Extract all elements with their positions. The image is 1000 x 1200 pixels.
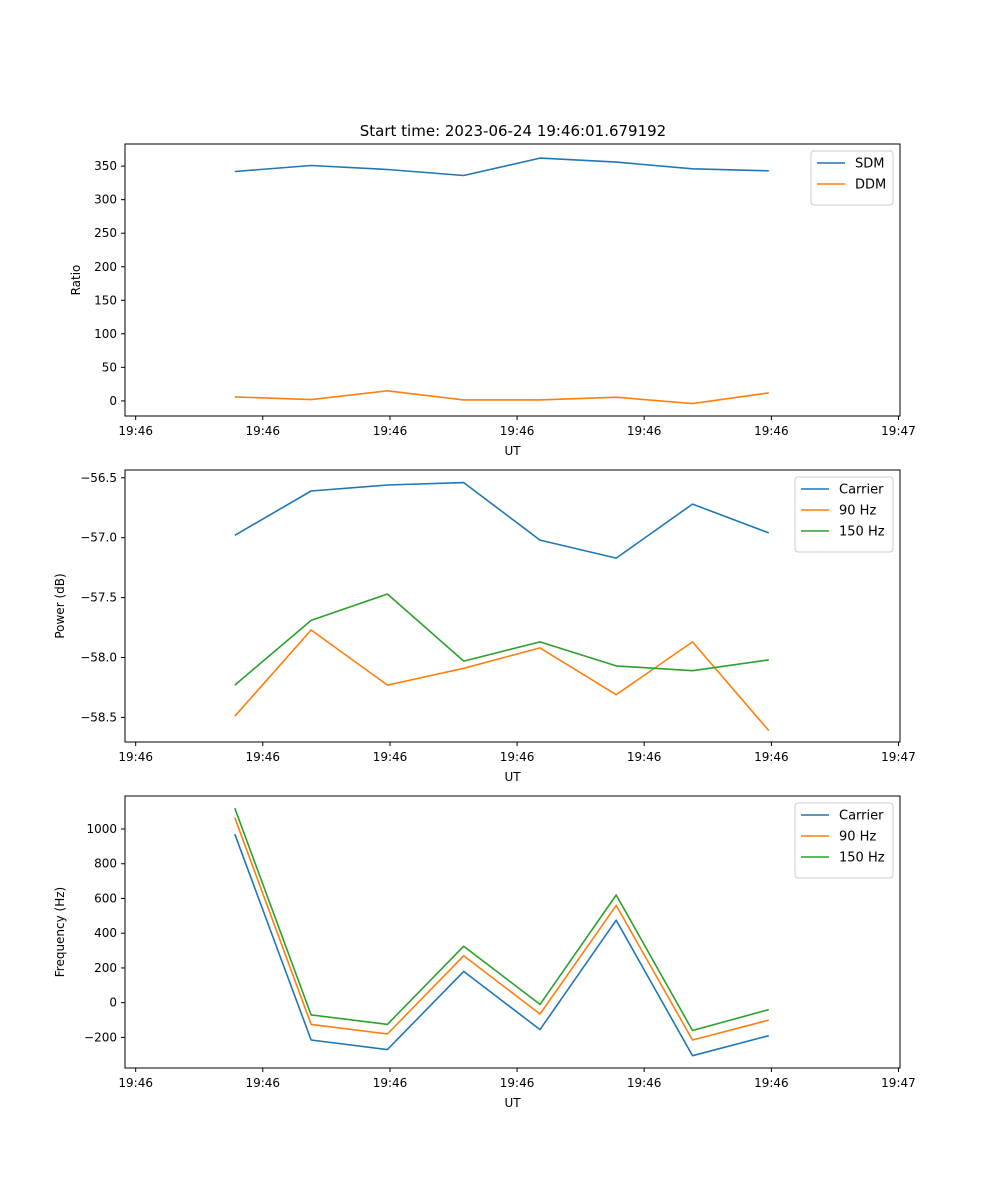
x-tick-label: 19:46 bbox=[373, 1076, 408, 1090]
y-tick-label: −58.5 bbox=[80, 710, 117, 724]
x-tick-label: 19:46 bbox=[500, 750, 535, 764]
legend-frame bbox=[794, 802, 894, 879]
series-line-ddm bbox=[234, 389, 769, 405]
series-line-carrier bbox=[234, 833, 770, 1057]
axes-frame bbox=[124, 795, 901, 1069]
x-axis-label: UT bbox=[504, 770, 521, 784]
legend-frame bbox=[810, 150, 894, 206]
x-tick-label: 19:46 bbox=[500, 424, 535, 438]
legend-frame bbox=[794, 476, 894, 553]
legend-label: Carrier bbox=[839, 809, 884, 824]
x-tick-label: 19:46 bbox=[627, 424, 662, 438]
y-tick-label: 300 bbox=[94, 193, 117, 207]
y-tick-label: −56.5 bbox=[80, 471, 117, 485]
y-tick-label: −57.0 bbox=[80, 531, 117, 545]
x-tick-label: 19:46 bbox=[245, 750, 280, 764]
x-tick-label: 19:47 bbox=[881, 424, 916, 438]
legend: Carrier 90 Hz 150 Hz bbox=[794, 476, 894, 553]
figure-title: Start time: 2023-06-24 19:46:01.679192 bbox=[360, 122, 666, 140]
y-axis-label: Ratio bbox=[69, 265, 83, 296]
legend-label: DDM bbox=[855, 178, 886, 193]
y-tick-label: 50 bbox=[102, 360, 117, 374]
x-tick-label: 19:46 bbox=[118, 750, 153, 764]
y-tick-label: 400 bbox=[94, 926, 117, 940]
y-tick-label: −200 bbox=[84, 1030, 117, 1044]
y-tick-label: −58.0 bbox=[80, 651, 117, 665]
x-tick-label: 19:46 bbox=[754, 1076, 789, 1090]
y-tick-label: 0 bbox=[109, 394, 117, 408]
y-tick-label: −57.5 bbox=[80, 591, 117, 605]
y-axis-label: Frequency (Hz) bbox=[53, 887, 67, 978]
x-tick-label: 19:46 bbox=[373, 750, 408, 764]
x-tick-label: 19:46 bbox=[627, 1076, 662, 1090]
legend-label: 150 Hz bbox=[839, 525, 885, 540]
legend: SDM DDM bbox=[810, 150, 894, 206]
series-line-150-hz bbox=[234, 593, 769, 686]
axes-frame bbox=[124, 143, 901, 417]
y-tick-label: 100 bbox=[94, 327, 117, 341]
series-line-90-hz bbox=[234, 817, 770, 1041]
y-axis-label: Power (dB) bbox=[53, 573, 67, 638]
y-tick-label: 200 bbox=[94, 260, 117, 274]
legend-label: Carrier bbox=[839, 483, 884, 498]
x-tick-label: 19:46 bbox=[245, 1076, 280, 1090]
chart-panel-1: 19:46 19:46 19:46 19:46 19:46 19:46 19:47 0 50 10… bbox=[69, 143, 916, 458]
x-tick-label: 19:46 bbox=[118, 424, 153, 438]
x-tick-label: 19:46 bbox=[627, 750, 662, 764]
y-tick-label: 0 bbox=[109, 996, 117, 1010]
x-tick-label: 19:46 bbox=[500, 1076, 535, 1090]
y-tick-label: 200 bbox=[94, 961, 117, 975]
x-tick-label: 19:46 bbox=[373, 424, 408, 438]
series-line-90-hz bbox=[234, 629, 770, 732]
panels-container: 19:46 19:46 19:46 19:46 19:46 19:46 19:47 0 50 10… bbox=[53, 143, 916, 1110]
legend: Carrier 90 Hz 150 Hz bbox=[794, 802, 894, 879]
series-line-carrier bbox=[234, 481, 770, 559]
y-tick-label: 600 bbox=[94, 891, 117, 905]
legend-label: 90 Hz bbox=[839, 504, 876, 519]
legend-label: 90 Hz bbox=[839, 830, 876, 845]
series-line-sdm bbox=[234, 157, 769, 177]
chart-panel-3: 19:46 19:46 19:46 19:46 19:46 19:46 19:47 −200 0… bbox=[53, 795, 916, 1110]
x-tick-label: 19:46 bbox=[754, 750, 789, 764]
series-line-150-hz bbox=[234, 807, 770, 1032]
x-axis-label: UT bbox=[504, 1096, 521, 1110]
x-tick-label: 19:47 bbox=[881, 750, 916, 764]
chart-panel-2: 19:46 19:46 19:46 19:46 19:46 19:46 19:47 −58.5… bbox=[53, 469, 916, 784]
legend-label: 150 Hz bbox=[839, 851, 885, 866]
y-tick-label: 350 bbox=[94, 159, 117, 173]
y-tick-label: 800 bbox=[94, 857, 117, 871]
x-axis-label: UT bbox=[504, 444, 521, 458]
x-tick-label: 19:47 bbox=[881, 1076, 916, 1090]
x-tick-label: 19:46 bbox=[245, 424, 280, 438]
x-tick-label: 19:46 bbox=[118, 1076, 153, 1090]
legend-label: SDM bbox=[855, 157, 884, 172]
y-tick-label: 150 bbox=[94, 293, 117, 307]
y-tick-label: 250 bbox=[94, 226, 117, 240]
x-tick-label: 19:46 bbox=[754, 424, 789, 438]
axes-frame bbox=[124, 469, 901, 743]
y-tick-label: 1000 bbox=[86, 822, 117, 836]
